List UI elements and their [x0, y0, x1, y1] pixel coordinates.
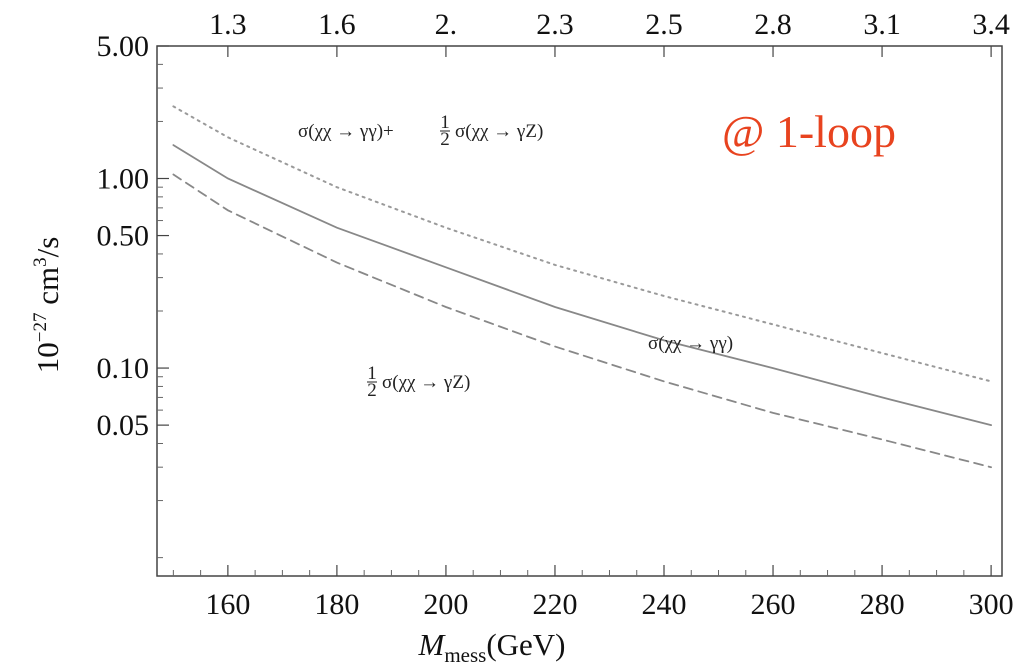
top-tick-label: 2. — [435, 8, 458, 41]
y-tick-label: 5.00 — [97, 30, 150, 63]
x-axis-title-symbol: M — [417, 627, 446, 662]
x-tick-label: 160 — [205, 588, 250, 621]
annotation-upper-part-b: σ(χχ → γZ) — [455, 121, 543, 142]
x-tick-label: 200 — [423, 588, 468, 621]
y-axis-title-unit-exponent: 3 — [30, 257, 51, 267]
one-loop-note: @ 1-loop — [722, 106, 896, 157]
x-tick-label: 300 — [969, 588, 1014, 621]
annotation-dashed-frac-den: 2 — [367, 380, 377, 401]
y-axis-title-base: 10 — [30, 342, 65, 373]
y-axis-title-exponent: −27 — [30, 313, 51, 343]
series-layer — [172, 105, 993, 469]
x-tick-label: 260 — [751, 588, 796, 621]
x-tick-label: 220 — [532, 588, 577, 621]
x-axis-ticks: 160 180 200 220 240 260 280 300 — [172, 565, 1014, 621]
series-dotted-line — [172, 105, 993, 383]
annotation-dashed-text: σ(χχ → γZ) — [382, 372, 470, 393]
y-axis-title: 10−27 cm3/s — [30, 237, 65, 374]
annotation-solid-curve: σ(χχ → γγ) — [648, 333, 733, 354]
top-tick-label: 3.1 — [863, 8, 901, 41]
annotation-upper-frac-num: 1 — [440, 112, 450, 133]
y-axis-title-unit: cm — [30, 267, 65, 313]
x-axis-title-subscript: mess — [444, 643, 486, 667]
top-axis-ticks: 1.3 1.6 2. 2.3 2.5 2.8 3.1 3.4 — [209, 8, 1010, 57]
x-tick-label: 240 — [642, 588, 687, 621]
top-tick-label: 2.8 — [754, 8, 792, 41]
x-tick-label: 180 — [314, 588, 359, 621]
annotation-upper-part-a: σ(χχ → γγ)+ — [298, 121, 394, 142]
annotation-upper-curve: σ(χχ → γγ)+ 1 2 σ(χχ → γZ) — [298, 112, 543, 150]
y-axis-title-tail: /s — [30, 237, 65, 258]
annotation-dashed-frac-num: 1 — [367, 363, 377, 384]
top-tick-label: 2.3 — [536, 8, 574, 41]
top-tick-label: 1.6 — [318, 8, 356, 41]
x-axis-title: Mmess(GeV) — [417, 627, 565, 667]
y-tick-label: 0.50 — [97, 220, 150, 253]
top-tick-label: 3.4 — [972, 8, 1010, 41]
annotation-upper-frac-den: 2 — [440, 129, 450, 150]
annotation-dashed-curve: 1 2 σ(χχ → γZ) — [367, 363, 470, 401]
x-tick-label: 280 — [860, 588, 905, 621]
series-dashed-line — [172, 173, 992, 469]
top-tick-label: 1.3 — [209, 8, 247, 41]
series-solid-line — [172, 144, 992, 426]
y-tick-label: 1.00 — [97, 163, 150, 196]
x-axis-title-unit: (GeV) — [486, 627, 565, 662]
y-tick-label: 0.10 — [97, 352, 150, 385]
y-axis-ticks: 5.00 1.00 0.50 0.10 0.05 — [97, 30, 169, 559]
top-tick-label: 2.5 — [645, 8, 683, 41]
y-tick-label: 0.05 — [97, 409, 150, 442]
